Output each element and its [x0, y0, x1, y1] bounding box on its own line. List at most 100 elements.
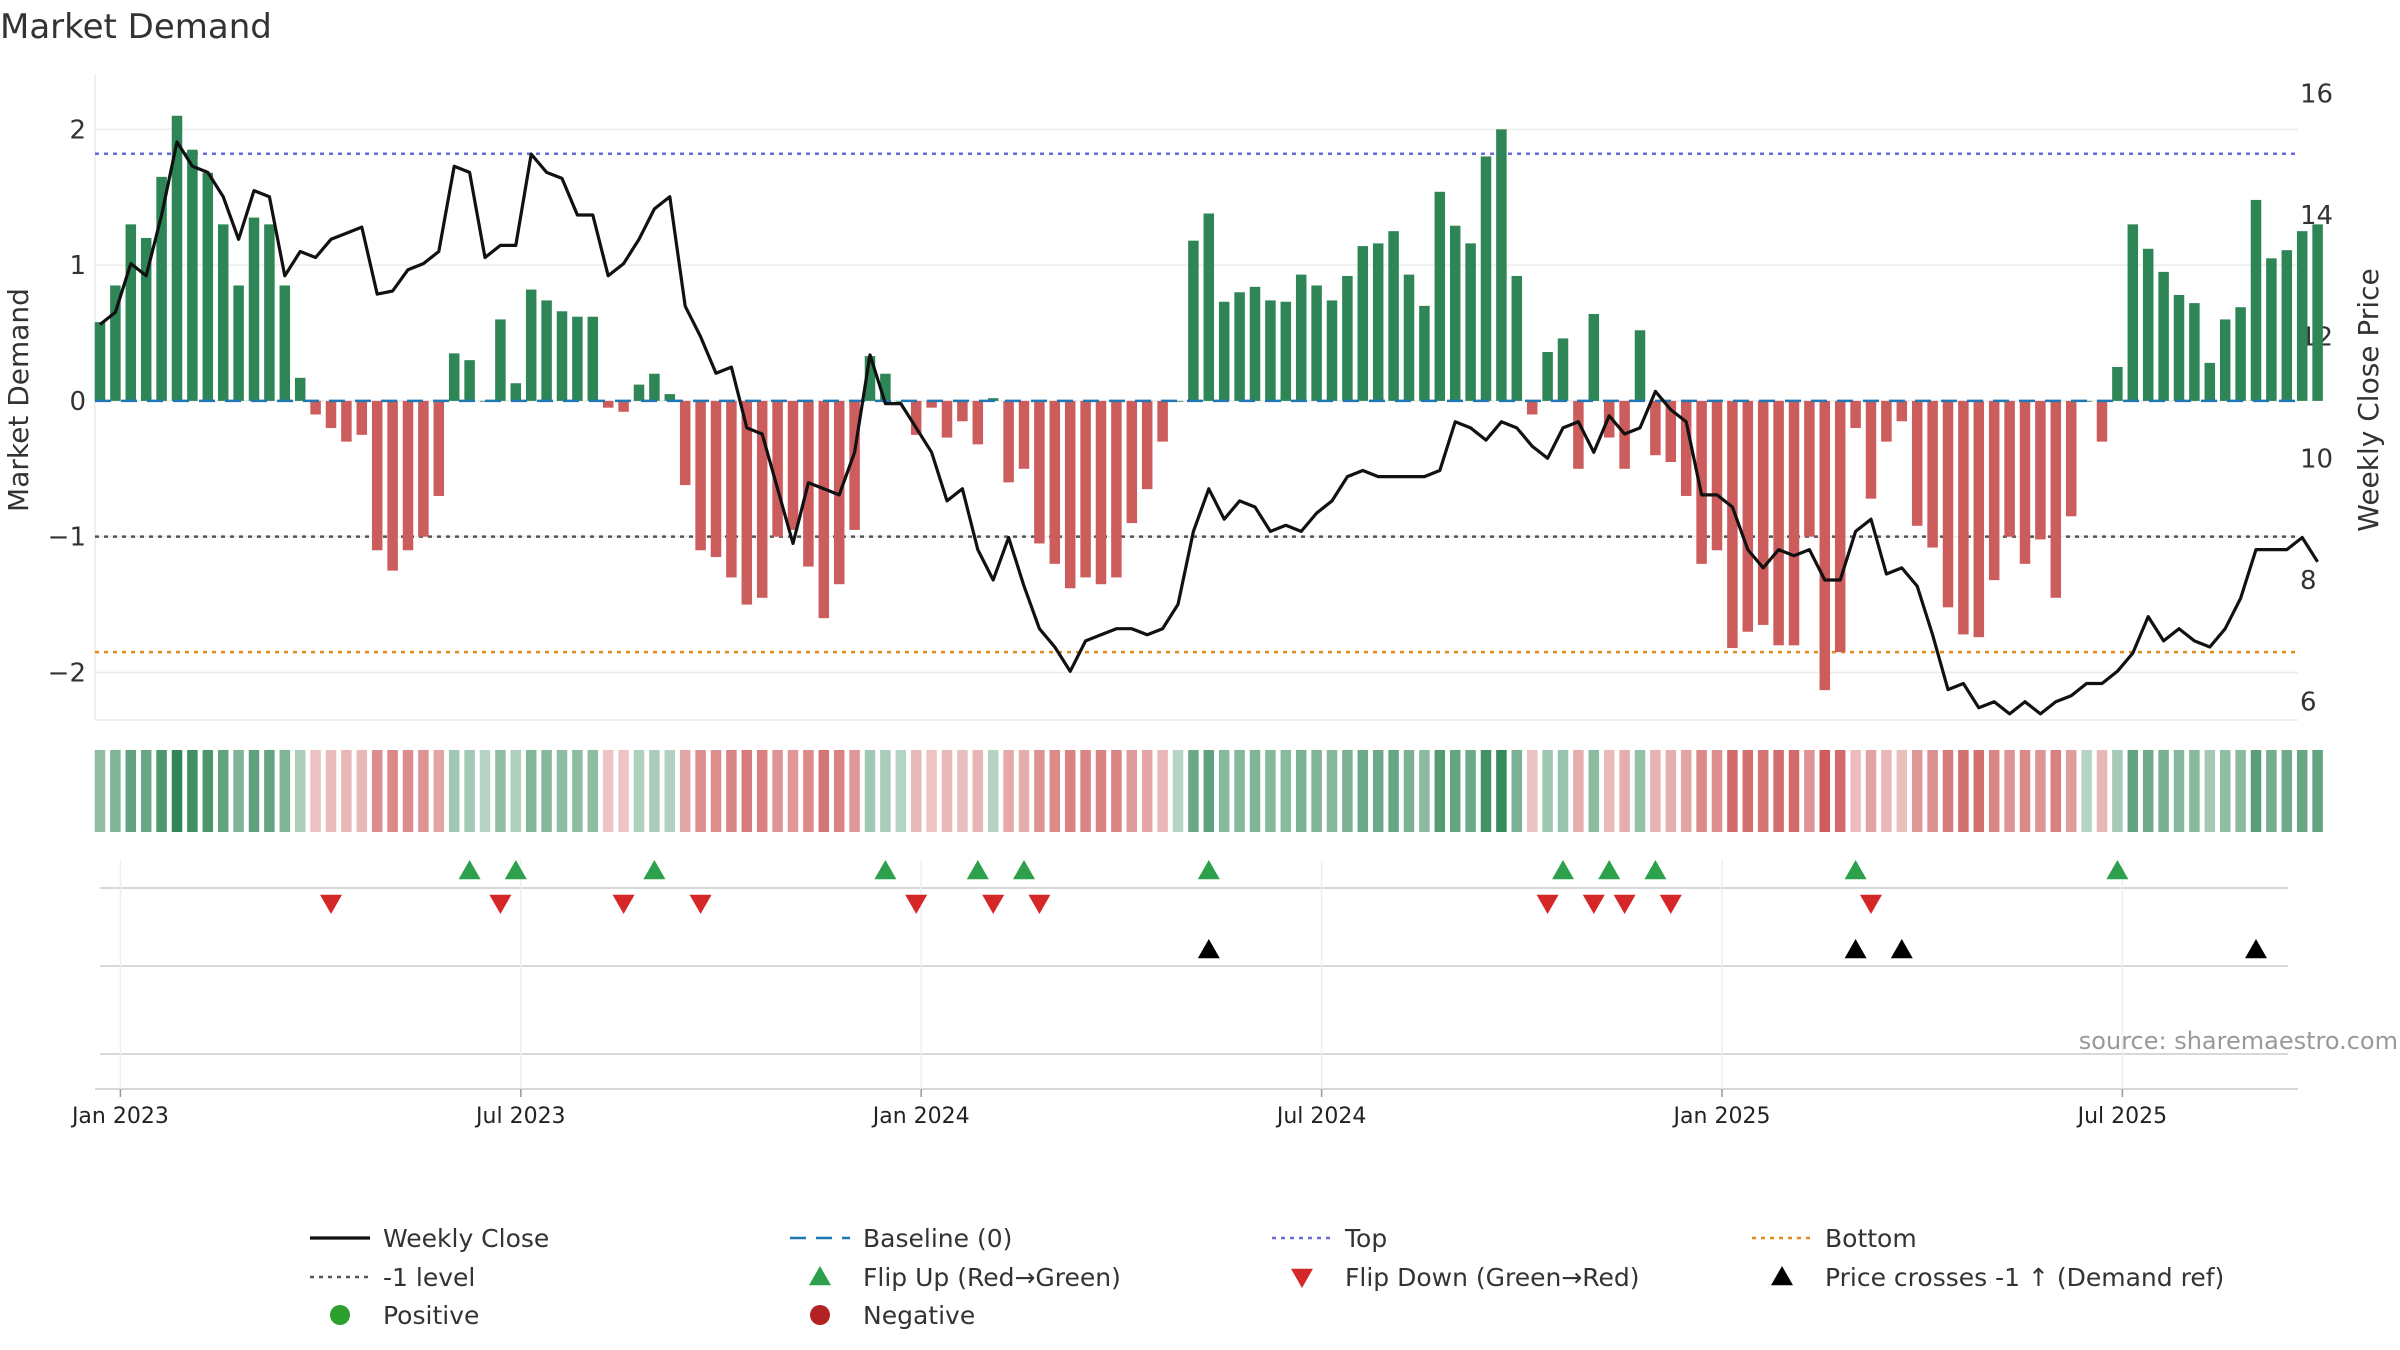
heat-cell	[1188, 750, 1199, 832]
legend-label: Price crosses -1 ↑ (Demand ref)	[1825, 1263, 2224, 1292]
y2-tick-label: 10	[2300, 444, 2333, 474]
heat-cell	[1650, 750, 1661, 832]
demand-bar-positive	[1265, 300, 1276, 401]
heat-cell	[695, 750, 706, 832]
heat-cell	[418, 750, 429, 832]
demand-bar-negative	[1973, 400, 1985, 638]
heat-cell	[541, 750, 552, 832]
heat-cell	[1311, 750, 1322, 832]
heat-cell	[957, 750, 968, 832]
flip-down-marker	[1860, 894, 1882, 914]
demand-bar-negative	[1850, 400, 1861, 429]
heat-cell	[2035, 750, 2046, 832]
legend-swatch-circle	[810, 1305, 830, 1325]
flip-down-marker	[320, 894, 342, 914]
heat-cell	[2173, 750, 2185, 832]
heat-cell	[525, 750, 537, 832]
demand-bar-positive	[556, 311, 568, 401]
demand-bar-positive	[2250, 199, 2262, 401]
heat-cell	[1218, 750, 1230, 832]
heat-cell	[325, 750, 337, 832]
demand-bar-positive	[2296, 231, 2308, 401]
demand-bar-positive	[1449, 225, 1461, 401]
heat-cell	[1557, 750, 1569, 832]
demand-bar-positive	[2173, 294, 2185, 401]
heat-cell	[1711, 750, 1723, 832]
demand-bar-negative	[1034, 400, 1045, 544]
heat-cell	[2050, 750, 2062, 832]
legend-label: Baseline (0)	[863, 1224, 1012, 1253]
demand-bar-negative	[1665, 400, 1677, 462]
demand-bar-negative	[772, 400, 783, 537]
y-axis-label: Market Demand	[2, 288, 35, 512]
legend-label: Weekly Close	[383, 1224, 549, 1253]
demand-bar-positive	[1557, 338, 1569, 401]
heat-cell	[2065, 750, 2077, 832]
heat-cell	[2250, 750, 2262, 832]
price-cross-marker	[1844, 939, 1867, 959]
legend-item: Flip Up (Red→Green)	[809, 1263, 1121, 1292]
demand-bar-negative	[1911, 400, 1923, 526]
heat-cell	[787, 750, 799, 832]
heat-cell	[1819, 750, 1831, 832]
y2-tick-label: 6	[2300, 688, 2317, 718]
demand-bar-negative	[402, 400, 414, 551]
demand-bar-positive	[1188, 240, 1199, 401]
flip-down-marker	[1613, 894, 1636, 914]
demand-bar-positive	[1388, 231, 1399, 401]
heat-cell	[202, 750, 214, 832]
legend: Weekly Close Baseline (0) Top Bottom -1 leve…	[310, 1224, 2224, 1330]
demand-bar-positive	[587, 316, 599, 401]
demand-bar-positive	[1280, 301, 1292, 401]
heat-cell	[371, 750, 383, 832]
heat-cell	[849, 750, 860, 832]
flip-down-marker	[1659, 894, 1682, 914]
heat-cell	[1419, 750, 1430, 832]
demand-bar-positive	[895, 400, 907, 402]
demand-bar-positive	[1434, 191, 1446, 401]
heat-cell	[310, 750, 321, 832]
heat-cell	[602, 750, 614, 832]
demand-bar-positive	[110, 285, 121, 401]
legend-swatch-circle	[330, 1305, 350, 1325]
demand-bar-negative	[1157, 400, 1168, 442]
demand-bar-positive	[233, 285, 244, 401]
heat-cell	[556, 750, 568, 832]
demand-bar-negative	[341, 400, 352, 442]
heat-cell	[479, 750, 491, 832]
flip-down-marker	[1028, 894, 1051, 914]
demand-bar-positive	[248, 217, 260, 401]
heat-cell	[1080, 750, 1091, 832]
y-tick-label: 0	[69, 387, 86, 417]
legend-item: Positive	[330, 1301, 479, 1330]
demand-bar-negative	[325, 400, 337, 429]
legend-label: Negative	[863, 1301, 975, 1330]
demand-bar-positive	[2112, 366, 2123, 401]
heat-cell	[1357, 750, 1369, 832]
flip-up-marker	[458, 860, 481, 880]
heat-cell	[2266, 750, 2277, 832]
heat-cell	[618, 750, 629, 832]
heat-cell	[1958, 750, 1969, 832]
y-tick-label: 1	[69, 251, 86, 281]
demand-bar-negative	[1819, 400, 1831, 691]
demand-bar-positive	[495, 319, 506, 401]
demand-bar-negative	[2096, 400, 2108, 442]
demand-bar-positive	[1480, 156, 1492, 401]
demand-bar-negative	[1064, 400, 1076, 589]
demand-bar-negative	[618, 400, 629, 412]
heat-cell	[1018, 750, 1030, 832]
heat-cell	[1295, 750, 1307, 832]
source-label: source: sharemaestro.com	[2079, 1027, 2398, 1055]
weekly-close-line	[99, 140, 2319, 716]
demand-bar-positive	[541, 300, 552, 401]
heat-cell	[2312, 750, 2323, 832]
heat-cell	[1172, 750, 1184, 832]
demand-bar-negative	[1696, 400, 1707, 564]
heat-cell	[1542, 750, 1553, 832]
demand-bar-positive	[1419, 305, 1430, 401]
demand-bar-positive	[171, 115, 183, 401]
heat-cell	[664, 750, 676, 832]
demand-bar-negative	[1080, 400, 1091, 578]
heat-cell	[1403, 750, 1415, 832]
